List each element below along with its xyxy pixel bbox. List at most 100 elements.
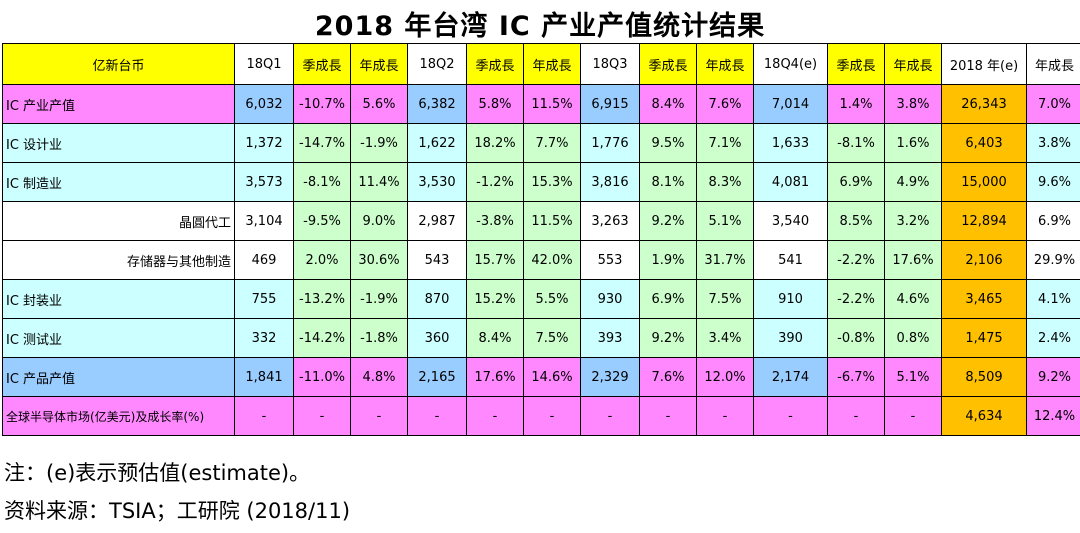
table-cell: -13.2% xyxy=(293,279,351,319)
table-cell: 8.3% xyxy=(696,162,754,202)
table-cell: 9.0% xyxy=(350,201,408,241)
table-cell: 7.7% xyxy=(523,123,581,163)
table-cell: 3,816 xyxy=(580,162,640,202)
table-cell: -8.1% xyxy=(293,162,351,202)
table-cell: - xyxy=(293,396,351,436)
table-cell: 3,465 xyxy=(941,279,1027,319)
header-cell: 年成長 xyxy=(884,43,942,85)
table-cell: 29.9% xyxy=(1026,240,1080,280)
table-row: 全球半导体市场(亿美元)及成长率(%) - - - - - - - - - - - -4,634 12.4… xyxy=(2,396,1080,436)
table-cell: 3,263 xyxy=(580,201,640,241)
table-cell: 17.6% xyxy=(466,357,524,397)
table-cell: -1.2% xyxy=(466,162,524,202)
table-cell: 910 xyxy=(753,279,828,319)
table-cell: 4,081 xyxy=(753,162,828,202)
table-cell: 3.8% xyxy=(1026,123,1080,163)
table-cell: 8.1% xyxy=(639,162,697,202)
table-row: IC 封装业 755 -13.2% -1.9% 870 15.2% 5.5% 930 6.9% 7… xyxy=(2,279,1080,319)
table-cell: 5.5% xyxy=(523,279,581,319)
table-cell: 4.9% xyxy=(884,162,942,202)
table-cell: 6.9% xyxy=(639,279,697,319)
table-cell: - xyxy=(639,396,697,436)
table-cell: 2,106 xyxy=(941,240,1027,280)
table-cell: 5.1% xyxy=(884,357,942,397)
table-row: 存储器与其他制造 469 2.0% 30.6% 543 15.7% 42.0% 553 1.9%… xyxy=(2,240,1080,280)
table-cell: 7.6% xyxy=(639,357,697,397)
table-cell: 6,032 xyxy=(234,84,294,124)
table-cell: 332 xyxy=(234,318,294,358)
table-cell: 1.4% xyxy=(827,84,885,124)
table-cell: 42.0% xyxy=(523,240,581,280)
table-cell: -11.0% xyxy=(293,357,351,397)
table-cell: -2.2% xyxy=(827,240,885,280)
table-cell: -8.1% xyxy=(827,123,885,163)
header-cell: 年成長 xyxy=(1026,43,1080,85)
table-cell: -1.9% xyxy=(350,279,408,319)
header-cell: 18Q1 xyxy=(234,43,294,85)
row-label: 存储器与其他制造 xyxy=(2,240,235,280)
table-cell: -0.8% xyxy=(827,318,885,358)
table-cell: 12,894 xyxy=(941,201,1027,241)
table-cell: 469 xyxy=(234,240,294,280)
table-cell: 15.7% xyxy=(466,240,524,280)
table-cell: 2,174 xyxy=(753,357,828,397)
header-cell: 18Q2 xyxy=(407,43,467,85)
table-cell: - xyxy=(407,396,467,436)
table-cell: 2.4% xyxy=(1026,318,1080,358)
table-cell: 4.8% xyxy=(350,357,408,397)
table-row: IC 制造业 3,573 -8.1% 11.4% 3,530 -1.2% 15.3% 3,81… xyxy=(2,162,1080,202)
table-cell: 3,104 xyxy=(234,201,294,241)
table-cell: 9.2% xyxy=(639,201,697,241)
table-cell: 5.8% xyxy=(466,84,524,124)
row-label: IC 产品产值 xyxy=(2,357,235,397)
table-cell: - xyxy=(234,396,294,436)
table-cell: 541 xyxy=(753,240,828,280)
row-label: IC 设计业 xyxy=(2,123,235,163)
table-cell: - xyxy=(753,396,828,436)
table-cell: 31.7% xyxy=(696,240,754,280)
source-note: 资料来源：TSIA；工研院 (2018/11) xyxy=(4,499,351,523)
table-cell: - xyxy=(523,396,581,436)
table-cell: 12.0% xyxy=(696,357,754,397)
row-label: 晶圓代工 xyxy=(2,201,235,241)
table-cell: 930 xyxy=(580,279,640,319)
table-cell: 1,633 xyxy=(753,123,828,163)
table-cell: 11.5% xyxy=(523,84,581,124)
table-cell: 5.1% xyxy=(696,201,754,241)
table-cell: 7.5% xyxy=(696,279,754,319)
table-row: IC 测试业 332 -14.2% -1.8% 360 8.4% 7.5% 393 9.2% 3.… xyxy=(2,318,1080,358)
table-cell: 17.6% xyxy=(884,240,942,280)
table-cell: -9.5% xyxy=(293,201,351,241)
table-cell: 3.2% xyxy=(884,201,942,241)
page-title: 2018 年台湾 IC 产业产值统计结果 xyxy=(314,11,766,42)
table-cell: -14.2% xyxy=(293,318,351,358)
table-cell: 3.4% xyxy=(696,318,754,358)
table-cell: 12.4% xyxy=(1026,396,1080,436)
table-cell: 8.4% xyxy=(639,84,697,124)
header-cell: 季成長 xyxy=(639,43,697,85)
table-cell: 6.9% xyxy=(827,162,885,202)
table-cell: -10.7% xyxy=(293,84,351,124)
table-row: 晶圓代工 3,104 -9.5% 9.0% 2,987 -3.8% 11.5% 3,263 9.… xyxy=(2,201,1080,241)
table-cell: 553 xyxy=(580,240,640,280)
table-cell: 4,634 xyxy=(941,396,1027,436)
table-cell: 1.6% xyxy=(884,123,942,163)
table-cell: 2.0% xyxy=(293,240,351,280)
row-label: IC 测试业 xyxy=(2,318,235,358)
header-cell: 亿新台币 xyxy=(2,43,235,85)
table-row: IC 设计业 1,372 -14.7% -1.9% 1,622 18.2% 7.7% 1,77… xyxy=(2,123,1080,163)
header-cell: 年成長 xyxy=(350,43,408,85)
table-cell: 7,014 xyxy=(753,84,828,124)
table-cell: - xyxy=(827,396,885,436)
table-cell: 1,622 xyxy=(407,123,467,163)
table-row: IC 产品产值 1,841 -11.0% 4.8% 2,165 17.6% 14.6% 2,3… xyxy=(2,357,1080,397)
table-cell: 6,382 xyxy=(407,84,467,124)
table-cell: 18.2% xyxy=(466,123,524,163)
table-cell: 7.1% xyxy=(696,123,754,163)
table-cell: 7.6% xyxy=(696,84,754,124)
table-cell: 1,475 xyxy=(941,318,1027,358)
header-cell: 年成長 xyxy=(523,43,581,85)
table-cell: -6.7% xyxy=(827,357,885,397)
table-cell: 9.2% xyxy=(639,318,697,358)
table-cell: 11.4% xyxy=(350,162,408,202)
